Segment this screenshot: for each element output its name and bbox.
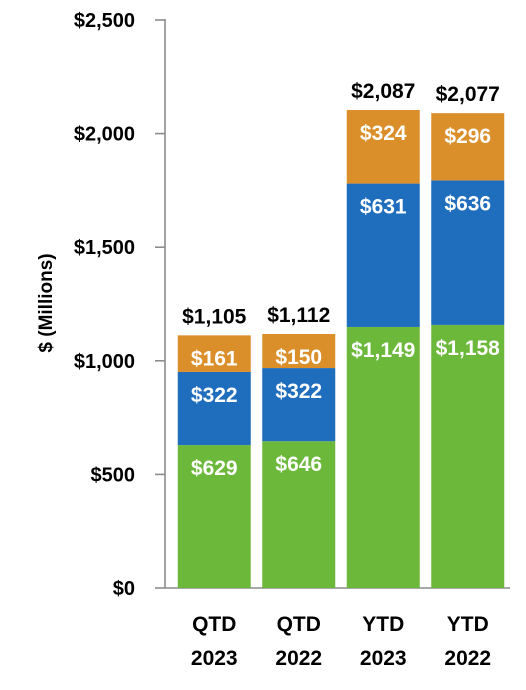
y-tick-label: $500	[91, 464, 136, 486]
segment-value-label: $150	[275, 346, 322, 369]
segment-value-label: $1,149	[351, 339, 415, 362]
bar-segment	[346, 109, 420, 184]
segment-value-label: $296	[444, 125, 491, 148]
axes: $0 $500 $1,000 $1,500 $2,000 $2,500	[74, 10, 510, 600]
y-tick-label: $0	[113, 578, 135, 600]
bar-segment	[346, 326, 420, 588]
bar-total-label: $2,087	[351, 80, 415, 103]
x-category-label: 2023	[360, 647, 407, 670]
x-category-label: QTD	[192, 613, 236, 636]
bars	[177, 109, 505, 588]
bar-segment	[262, 441, 336, 588]
labels: $629 $322 $161 $1,105 QTD 2023 $646 $322 $150 $1,…	[182, 80, 500, 670]
segment-value-label: $629	[191, 457, 238, 480]
bar-segment	[431, 180, 505, 325]
bar-total-label: $1,105	[182, 305, 247, 328]
bar-segment	[431, 324, 505, 588]
segment-value-label: $322	[275, 380, 322, 403]
y-axis-title-group: $ (Millions)	[36, 253, 57, 352]
y-tick-label: $2,500	[74, 10, 135, 32]
bar-segment	[177, 371, 251, 446]
x-category-label: YTD	[362, 613, 404, 636]
x-category-label: YTD	[447, 613, 489, 636]
x-category-label: 2023	[191, 647, 238, 670]
bar-total-label: $1,112	[267, 304, 330, 327]
x-category-label: 2022	[275, 647, 322, 670]
bar-segment	[431, 113, 505, 181]
x-category-label: QTD	[277, 613, 321, 636]
segment-value-label: $322	[191, 384, 238, 407]
bar-segment	[346, 183, 420, 327]
bar-segment	[177, 445, 251, 588]
y-tick-label: $1,500	[74, 237, 135, 259]
bar-segment	[262, 368, 336, 442]
x-category-label: 2022	[444, 647, 491, 670]
segment-value-label: $161	[191, 347, 238, 370]
segment-value-label: $631	[360, 196, 407, 219]
segment-value-label: $646	[275, 453, 322, 476]
bar-segment	[262, 333, 336, 369]
y-axis-title: $ (Millions)	[36, 253, 57, 352]
segment-value-label: $636	[444, 192, 491, 215]
y-tick-label: $1,000	[74, 351, 135, 373]
segment-value-label: $1,158	[436, 337, 501, 360]
segment-value-label: $324	[360, 122, 407, 145]
bar-segment	[177, 335, 251, 372]
bar-total-label: $2,077	[436, 83, 500, 106]
y-tick-label: $2,000	[74, 124, 135, 146]
